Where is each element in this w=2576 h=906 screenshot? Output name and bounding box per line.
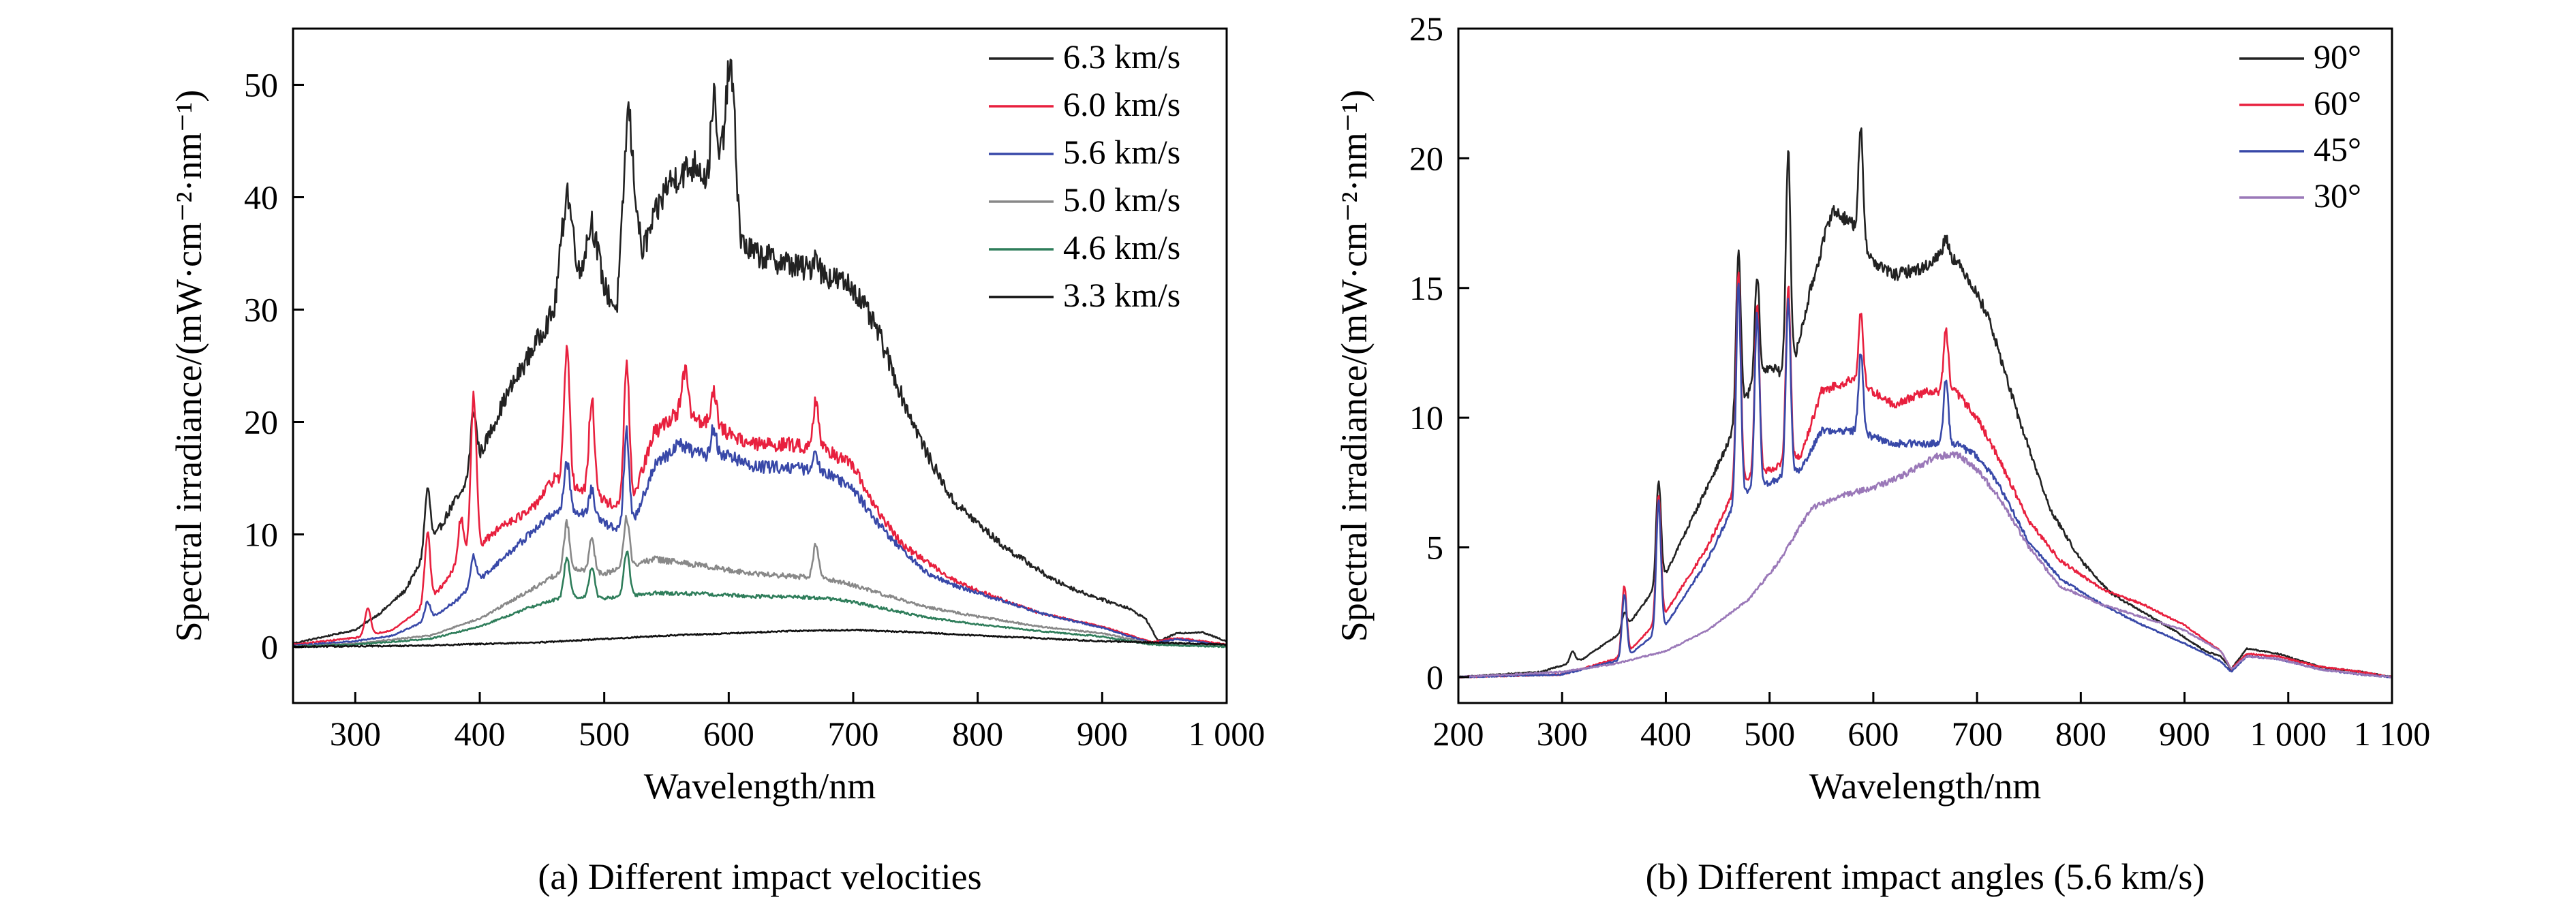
- y-tick-label: 0: [1426, 658, 1443, 696]
- series-line-1: [293, 59, 1227, 645]
- legend-label-5: 4.6 km/s: [1063, 228, 1180, 266]
- series-line-2: [293, 345, 1227, 646]
- y-tick-label: 10: [244, 516, 278, 554]
- y-tick-label: 25: [1409, 10, 1443, 48]
- series-line-6: [293, 628, 1227, 649]
- y-tick-label: 50: [244, 66, 278, 104]
- series-line-3: [293, 424, 1227, 647]
- x-tick-label: 1 100: [2354, 715, 2431, 753]
- y-tick-label: 20: [1409, 139, 1443, 177]
- legend-label-1: 6.3 km/s: [1063, 37, 1180, 76]
- series-line-4: [1458, 451, 2392, 678]
- legend-label-2: 60°: [2314, 84, 2361, 122]
- legend-label-3: 45°: [2314, 130, 2361, 168]
- panel-b-angles: 200 300 400 500 600 700 800 900 1 000 1 100051015…: [1334, 10, 2430, 897]
- series-line-2: [1458, 271, 2392, 679]
- x-tick-label: 900: [1077, 715, 1128, 753]
- x-tick-label: 300: [1537, 715, 1588, 753]
- x-tick-label: 300: [330, 715, 381, 753]
- y-tick-label: 30: [244, 291, 278, 329]
- panel-caption: (b) Different impact angles (5.6 km/s): [1646, 856, 2205, 897]
- x-tick-label: 700: [828, 715, 879, 753]
- x-tick-label: 400: [455, 715, 506, 753]
- series-line-1: [1458, 127, 2392, 679]
- series-line-5: [293, 550, 1227, 649]
- y-axis-title: Spectral irradiance/(mW·cm⁻²·nm⁻¹): [168, 90, 209, 642]
- x-tick-label: 1 000: [2250, 715, 2327, 753]
- legend-label-4: 30°: [2314, 176, 2361, 215]
- x-tick-label: 800: [952, 715, 1003, 753]
- x-tick-label: 500: [579, 715, 630, 753]
- panel-a-velocities: 300 400 500 600 700 800 900 1 000 0 10 20 30 40 50 Wav…: [168, 27, 1266, 897]
- legend-label-1: 90°: [2314, 37, 2361, 76]
- x-tick-label: 600: [1847, 715, 1899, 753]
- legend: 6.3 km/s 6.0 km/s 5.6 km/s 5.0 km/s 4.6 km/s…: [989, 37, 1180, 314]
- series-line-4: [293, 514, 1227, 648]
- legend: 90° 60° 45° 30°: [2239, 37, 2361, 215]
- x-tick-label: 900: [2159, 715, 2210, 753]
- legend-label-2: 6.0 km/s: [1063, 85, 1180, 123]
- x-tick-label: 600: [703, 715, 754, 753]
- series-group: [1458, 127, 2392, 679]
- x-axis-title: Wavelength/nm: [644, 766, 876, 807]
- x-tick-label: 1 000: [1189, 715, 1266, 753]
- y-axis-title: Spectral irradiance/(mW·cm⁻²·nm⁻¹): [1334, 90, 1375, 642]
- x-tick-label: 400: [1640, 715, 1691, 753]
- x-tick-label: 800: [2055, 715, 2106, 753]
- series-line-3: [1458, 282, 2392, 678]
- x-tick-label: 700: [1952, 715, 2003, 753]
- legend-label-3: 5.6 km/s: [1063, 133, 1180, 171]
- y-tick-label: 5: [1426, 529, 1443, 567]
- x-axis-title: Wavelength/nm: [1809, 766, 2042, 807]
- y-tick-label: 40: [244, 178, 278, 217]
- plot-frame: [292, 27, 1228, 704]
- y-tick-label: 0: [261, 628, 278, 666]
- y-tick-label: 20: [244, 403, 278, 441]
- legend-label-4: 5.0 km/s: [1063, 181, 1180, 219]
- x-tick-label: 200: [1433, 715, 1484, 753]
- x-tick-label: 500: [1744, 715, 1795, 753]
- y-tick-label: 10: [1409, 399, 1443, 437]
- panel-caption: (a) Different impact velocities: [538, 856, 981, 897]
- plot-frame: [1457, 27, 2393, 704]
- legend-label-6: 3.3 km/s: [1063, 276, 1180, 314]
- series-group: [293, 59, 1227, 649]
- y-tick-label: 15: [1409, 269, 1443, 307]
